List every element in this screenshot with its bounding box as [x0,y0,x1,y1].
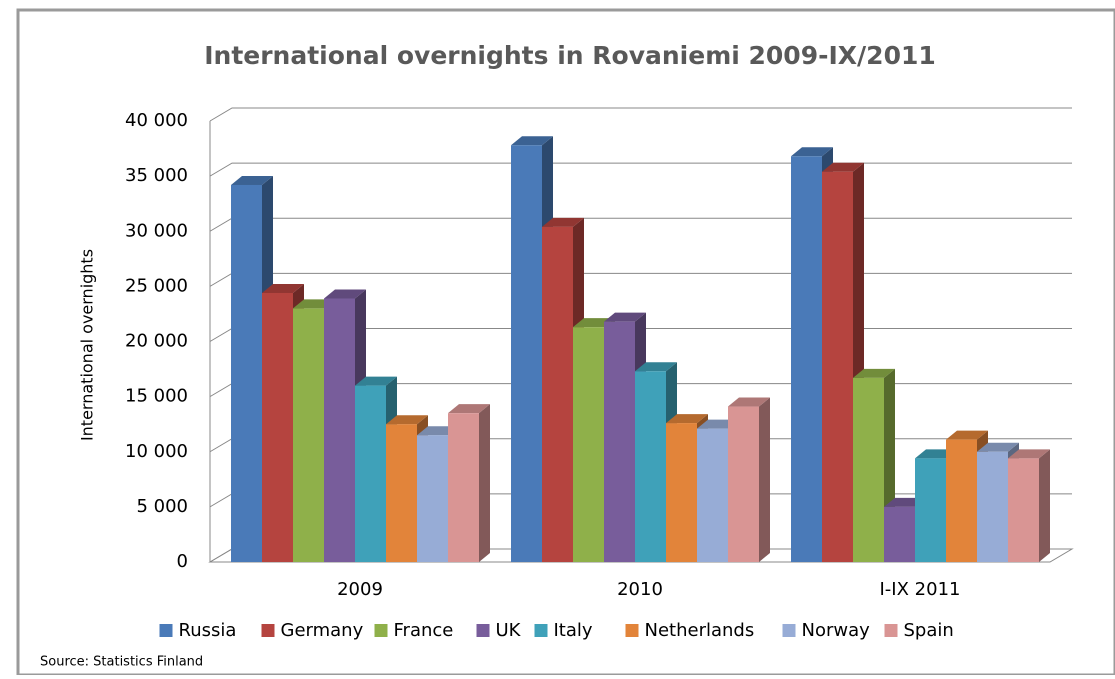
y-tick-label: 15 000 [125,386,188,407]
bar-top [1008,449,1050,459]
bar-front [573,327,604,562]
bar-front [511,145,542,562]
bar-top [262,283,304,293]
legend-swatch [782,624,796,637]
legend-swatch [534,624,548,637]
legend-swatch [374,624,388,637]
bar-front [915,458,946,562]
y-axis-label: International overnights [78,249,97,441]
bar-top [324,289,366,299]
bar-top [666,414,708,424]
bar-top [604,312,646,322]
bar-top [977,442,1019,452]
bar-front [635,371,666,562]
bar-front [231,184,262,562]
bar-top [542,217,584,227]
bar-front [853,377,884,562]
bar-front [1008,458,1039,562]
y-tick-label: 20 000 [125,331,188,352]
bar-top [728,397,770,407]
legend-label: UK [496,620,522,641]
x-tick-label: 2009 [337,579,383,600]
legend-swatch [261,624,275,637]
y-tick-label: 10 000 [125,441,188,462]
y-tick-label: 35 000 [125,165,188,186]
legend-swatch [625,624,639,637]
bar-front [791,156,822,562]
legend-label: Italy [554,620,593,641]
bar-side [479,404,490,562]
legend-label: France [394,620,454,641]
bar-top [386,415,428,425]
bar-front [728,406,759,562]
legend-label: Germany [281,620,364,641]
source: Source: Statistics Finland [40,655,203,670]
bar-top [511,136,553,146]
bar-front [355,385,386,562]
bar-top [791,147,833,157]
x-tick-label: I-IX 2011 [880,579,961,600]
bar-front [262,292,293,562]
bar-front [697,428,728,562]
legend-label: Russia [179,620,237,641]
bar [324,289,366,562]
legend-label: Netherlands [645,620,755,641]
bar [1008,449,1050,562]
bar-front [386,424,417,562]
bar-side [1039,449,1050,562]
bar-front [417,435,448,562]
bar-front [884,506,915,562]
bar-side [759,397,770,562]
bar-front [604,321,635,562]
bar-front [822,171,853,562]
bar-front [946,439,977,562]
bar-top [448,404,490,414]
legend-label: Norway [802,620,871,641]
bar-front [977,451,1008,562]
legend-label: Spain [904,620,954,641]
grid-line [209,107,1072,122]
bar-top [853,368,895,378]
bar-top [355,376,397,386]
chart-title: International overnights in Rovaniemi 20… [204,41,936,70]
y-tick-label: 25 000 [125,275,188,296]
legend-swatch [476,624,490,637]
bar-front [448,413,479,562]
y-tick-label: 0 [177,551,188,572]
bar-front [324,298,355,562]
legend-swatch [884,624,898,637]
bar-top [946,430,988,440]
bar-top [635,362,677,372]
bar-front [666,423,697,562]
bar-front [293,308,324,562]
bar-front [542,226,573,562]
y-tick-label: 30 000 [125,220,188,241]
y-tick-label: 40 000 [125,110,188,131]
legend-swatch [159,624,173,637]
y-tick-label: 5 000 [136,496,188,517]
x-tick-label: 2010 [617,579,663,600]
bar-top [822,162,864,172]
bar-top [231,175,273,185]
bar [728,397,770,562]
bar [448,404,490,562]
